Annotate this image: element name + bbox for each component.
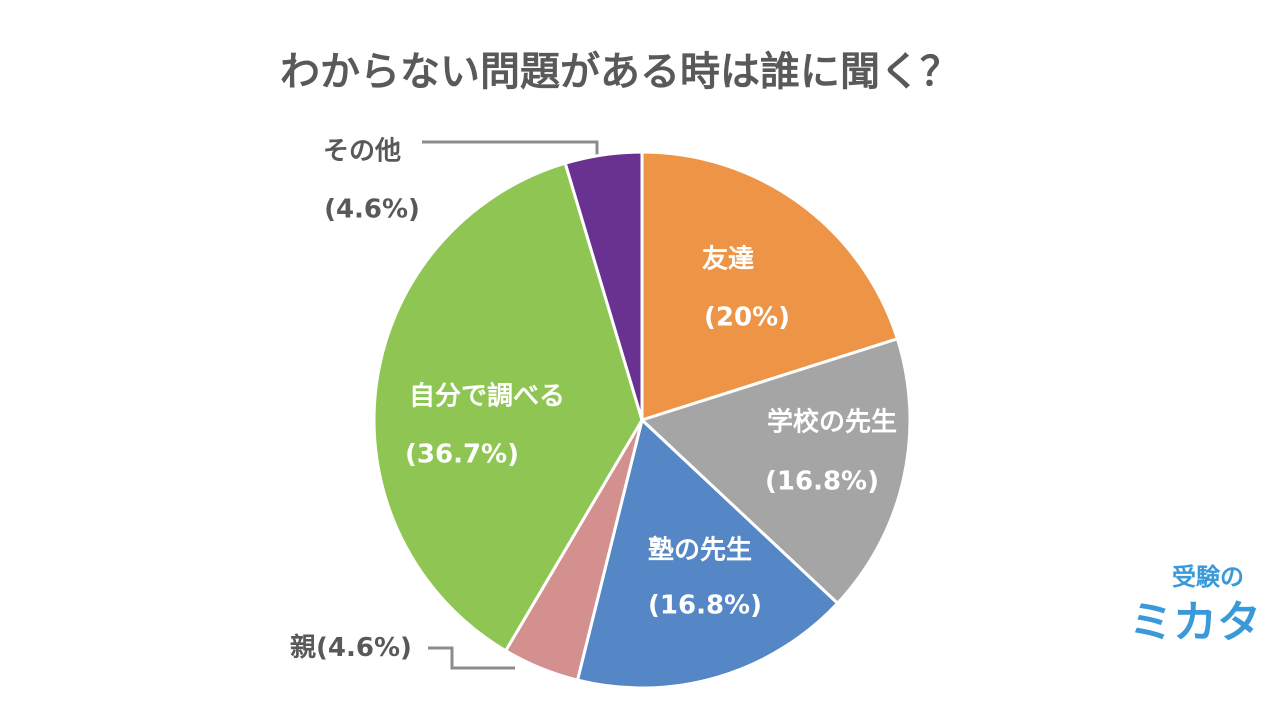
value-label: (36.7%) — [405, 440, 519, 470]
leader-line — [422, 140, 599, 162]
logo-text: ミカタ — [1129, 597, 1261, 648]
category-label: 自分で調べる — [409, 381, 565, 412]
leader-line — [428, 646, 515, 670]
pie-slice — [575, 417, 840, 690]
category-label: 塾の先生 — [648, 535, 752, 566]
pie-slice — [563, 150, 644, 421]
value-label: (4.6%) — [316, 633, 412, 663]
chart-title: わからない問題がある時は誰に聞く？ — [280, 49, 960, 95]
category-label: 親 — [290, 633, 316, 663]
category-label: 友達 — [702, 245, 754, 275]
value-label: (16.8%) — [648, 591, 762, 621]
category-label: その他 — [323, 137, 401, 167]
logo-text: 受験の — [1172, 563, 1244, 591]
value-label: (20%) — [704, 303, 790, 333]
category-label: 学校の先生 — [767, 407, 897, 438]
value-label: (16.8%) — [765, 467, 879, 497]
pie-slice — [639, 336, 912, 606]
slice-label: 親(4.6%) — [290, 633, 412, 663]
pie-slice — [372, 161, 644, 653]
value-label: (4.6%) — [324, 195, 420, 225]
pie-slice — [640, 150, 900, 423]
pie — [372, 150, 912, 690]
